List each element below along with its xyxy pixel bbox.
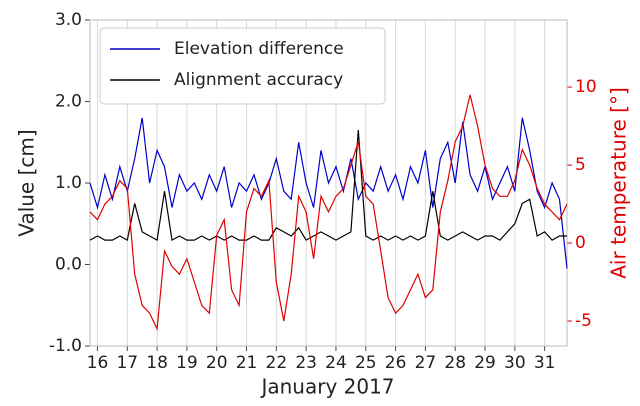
x-tick-label: 20 (206, 353, 228, 373)
x-tick-label: 27 (415, 353, 437, 373)
y-axis-label: Value [cm] (15, 129, 39, 236)
y-tick-label: -1.0 (49, 336, 82, 356)
y2-tick-label: 0 (575, 233, 586, 253)
y-tick-label: 1.0 (55, 173, 82, 193)
y2-tick-label: -5 (575, 311, 592, 331)
x-tick-label: 24 (325, 353, 347, 373)
y2-tick-label: 10 (575, 77, 597, 97)
legend-label: Alignment accuracy (174, 70, 343, 90)
x-tick-label: 26 (385, 353, 407, 373)
x-tick-label: 17 (116, 353, 138, 373)
y-tick-label: 2.0 (55, 92, 82, 112)
legend-label: Elevation difference (174, 39, 344, 59)
x-tick-label: 23 (295, 353, 317, 373)
x-tick-label: 21 (236, 353, 258, 373)
x-tick-label: 19 (176, 353, 198, 373)
x-tick-label: 25 (355, 353, 377, 373)
y-tick-label: 0.0 (55, 255, 82, 275)
x-tick-label: 31 (534, 353, 556, 373)
x-tick-label: 30 (504, 353, 526, 373)
x-tick-label: 16 (87, 353, 109, 373)
x-tick-label: 22 (266, 353, 288, 373)
y2-tick-label: 5 (575, 155, 586, 175)
y2-axis-label: Air temperature [°] (607, 87, 631, 279)
x-axis-label: January 2017 (259, 375, 394, 399)
x-tick-label: 18 (146, 353, 168, 373)
x-tick-label: 28 (444, 353, 466, 373)
legend-box (99, 27, 386, 105)
y-tick-label: 3.0 (55, 10, 82, 30)
series-line (89, 94, 568, 332)
x-tick-label: 29 (474, 353, 496, 373)
series-line (89, 129, 567, 242)
series-line (89, 117, 568, 269)
